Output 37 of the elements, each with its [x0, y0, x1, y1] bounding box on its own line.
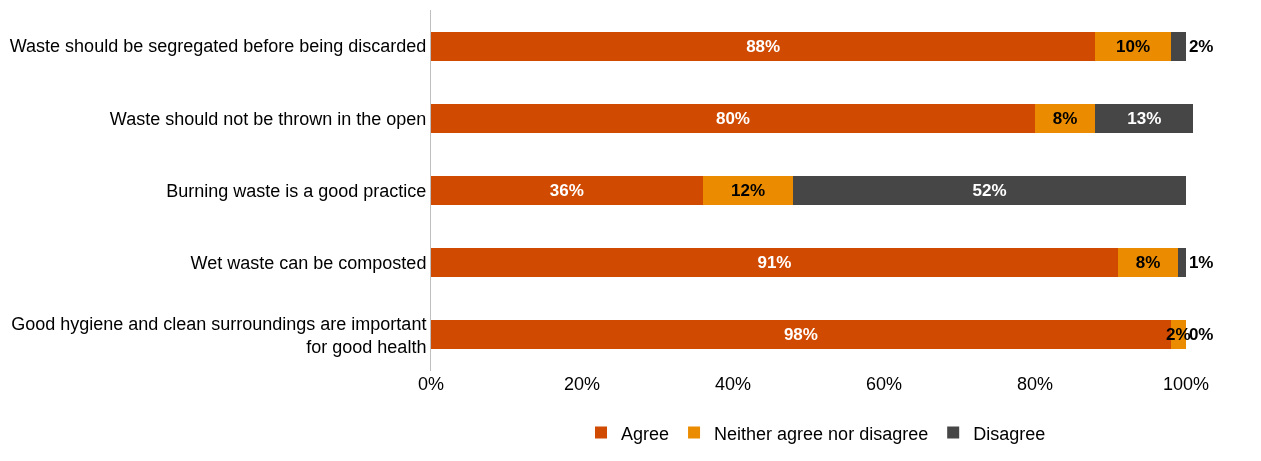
data-label: 8% — [1052, 108, 1078, 128]
y-tick-label: Wet waste can be composted — [190, 253, 427, 273]
data-label: 1% — [1188, 253, 1214, 273]
x-tick-label: 60% — [865, 374, 902, 394]
data-label: 80% — [715, 108, 750, 128]
legend-label: Disagree — [973, 423, 1046, 444]
bar — [1095, 103, 1194, 133]
bar — [1178, 248, 1186, 278]
y-tick-label: Waste should not be thrown in the open — [109, 108, 427, 129]
x-tick-label: 20% — [563, 374, 600, 394]
x-tick-label: 0% — [417, 374, 445, 394]
data-label: 2% — [1188, 36, 1214, 56]
x-tick-label: 100% — [1162, 374, 1209, 394]
y-tick-label: Good hygiene and clean surroundings are important for good health — [11, 313, 427, 357]
data-label: 88% — [746, 36, 781, 56]
data-label: 13% — [1127, 108, 1162, 128]
x-tick-label: 80% — [1016, 374, 1053, 394]
data-label: 8% — [1135, 253, 1161, 273]
bar — [431, 31, 1096, 61]
data-label: 10% — [1116, 36, 1151, 56]
data-label: 12% — [731, 181, 766, 200]
y-tick-label: Waste should be segregated before being discarded — [9, 36, 427, 57]
data-label: 91% — [757, 253, 792, 273]
x-tick-label: 40% — [714, 374, 751, 394]
bar — [431, 248, 1118, 278]
bar — [431, 176, 703, 205]
bar — [793, 176, 1186, 205]
data-label: 0% — [1188, 325, 1214, 345]
legend-label: Agree — [621, 423, 670, 444]
bar — [431, 103, 1035, 133]
data-label: 36% — [549, 181, 584, 200]
y-tick-label: Burning waste is a good practice — [166, 180, 427, 201]
bar — [1170, 31, 1186, 61]
data-label: 98% — [783, 325, 818, 345]
bar — [702, 176, 794, 205]
data-label: 52% — [972, 181, 1007, 200]
legend-label: Neither agree nor disagree — [714, 423, 929, 444]
